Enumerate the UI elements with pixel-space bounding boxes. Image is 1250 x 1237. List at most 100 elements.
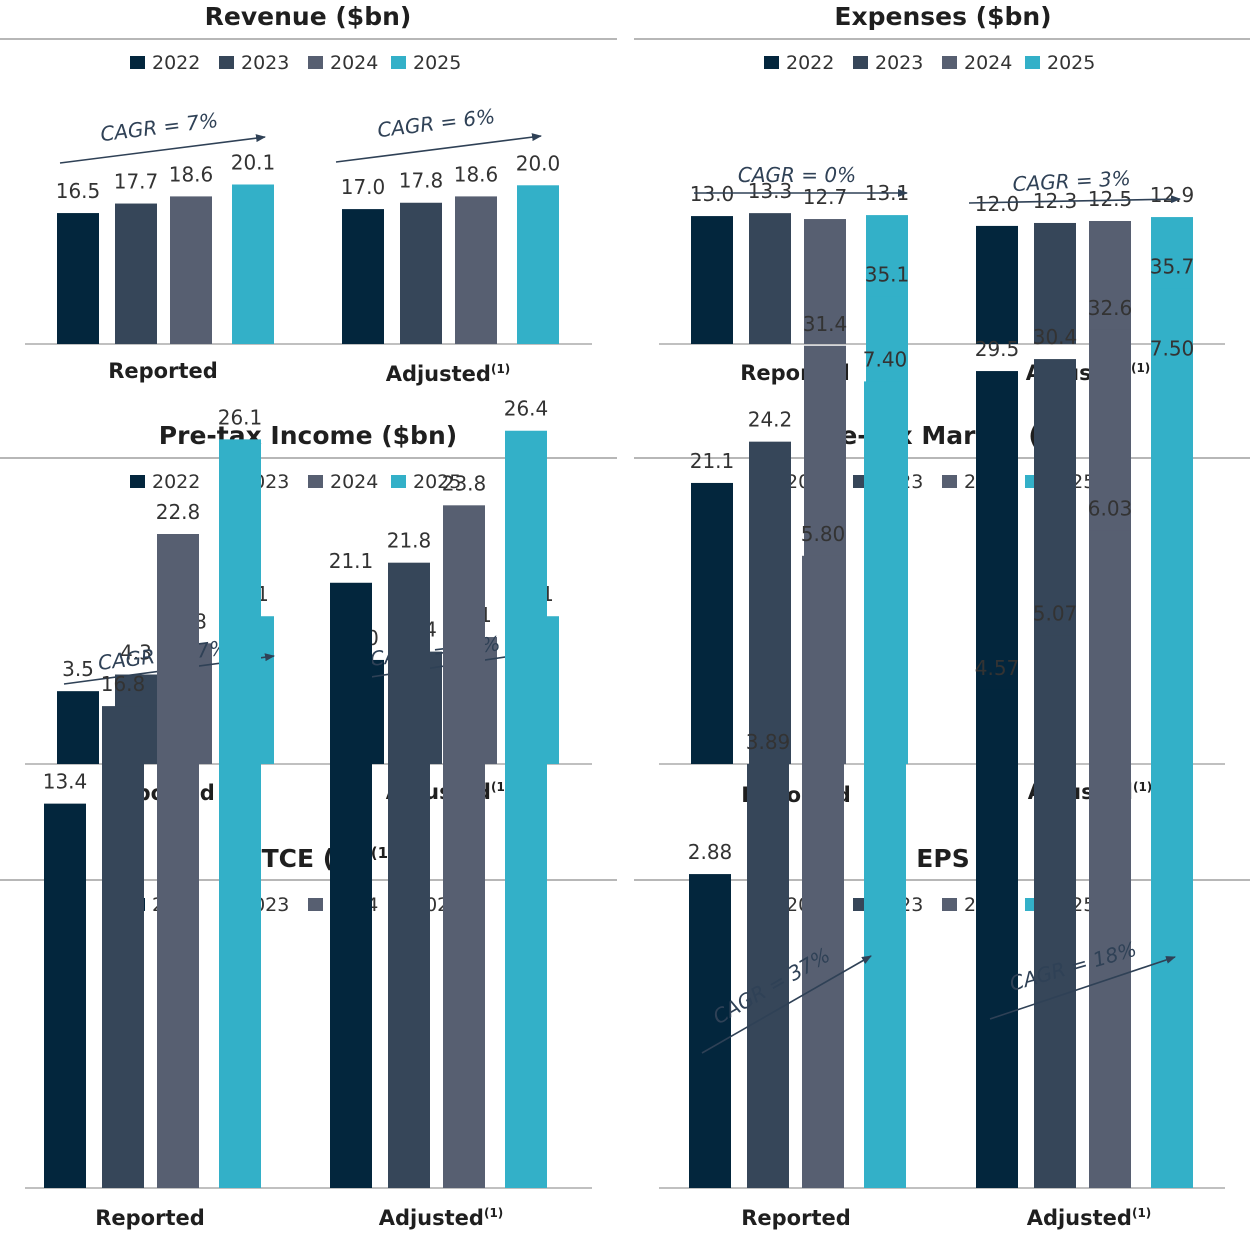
group-label-superscript: (1)	[1132, 1206, 1151, 1220]
value-label-reported-2022: 21.1	[690, 449, 735, 473]
legend-label-2024: 2024	[964, 52, 1012, 74]
bar-adjusted-2023	[400, 202, 442, 344]
legend-swatch-2023	[853, 56, 868, 69]
chart-title: Revenue ($bn)	[205, 2, 412, 31]
bar-reported-2023	[115, 203, 157, 344]
bar-reported-2024	[804, 219, 846, 344]
value-label-reported-2022: 13.4	[43, 770, 88, 794]
value-label-adjusted-2022: 12.0	[975, 192, 1020, 216]
value-label-reported-2023: 13.3	[748, 179, 793, 203]
legend-label-2022: 2022	[786, 52, 834, 74]
bar-reported-2023	[749, 213, 791, 344]
bar-reported-2025	[219, 439, 261, 1188]
bar-adjusted-2024	[1089, 221, 1131, 344]
value-label-adjusted-2022: 17.0	[341, 175, 386, 199]
value-label-reported-2023: 17.7	[114, 170, 159, 194]
group-label-reported: Reported	[95, 1206, 205, 1230]
value-label-adjusted-2022: 4.57	[975, 656, 1020, 680]
value-label-adjusted-2023: 17.8	[399, 169, 444, 193]
group-label-superscript: (1)	[484, 1206, 503, 1220]
value-label-reported-2025: 35.1	[865, 262, 910, 286]
bar-adjusted-2025	[517, 185, 559, 344]
value-label-adjusted-2023: 5.07	[1033, 601, 1078, 625]
legend-swatch-2025	[391, 56, 406, 69]
bar-adjusted-2025	[505, 430, 547, 1189]
group-label-reported: Reported	[741, 1206, 851, 1230]
bar-adjusted-2022	[976, 689, 1018, 1188]
legend-swatch-2024	[308, 898, 323, 911]
value-label-reported-2024: 22.8	[156, 500, 201, 524]
legend-label-2024: 2024	[330, 471, 378, 493]
legend-label-2023: 2023	[875, 52, 923, 74]
value-label-adjusted-2024: 12.5	[1088, 187, 1133, 211]
value-label-adjusted-2025: 26.4	[504, 397, 549, 421]
legend-swatch-2025	[1025, 56, 1040, 69]
legend-label-2025: 2025	[413, 471, 461, 493]
cagr-arrow-reported	[701, 955, 872, 1054]
group-label-adjusted: Adjusted(1)	[386, 362, 511, 386]
value-label-adjusted-2023: 21.8	[387, 529, 432, 553]
bar-reported-2022	[689, 874, 731, 1188]
value-label-reported-2023: 3.89	[746, 730, 791, 754]
bar-reported-2022	[44, 803, 86, 1188]
bar-adjusted-2024	[455, 196, 497, 344]
value-label-adjusted-2022: 21.1	[329, 549, 374, 573]
chart-panel-5: ROTCE (%)(1)202220232024202513.416.822.8…	[0, 397, 617, 1230]
legend-label-2022: 2022	[152, 52, 200, 74]
value-label-reported-2024: 18.6	[169, 162, 214, 186]
cagr-arrow-reported	[59, 134, 266, 164]
value-label-reported-2024: 12.7	[803, 185, 848, 209]
cagr-label-reported: CAGR = 7%	[99, 108, 219, 146]
chart-title: Expenses ($bn)	[834, 2, 1051, 31]
value-label-reported-2022: 16.5	[56, 179, 101, 203]
bar-adjusted-2022	[330, 582, 372, 1188]
value-label-adjusted-2025: 7.50	[1150, 337, 1195, 361]
value-label-reported-2025: 7.40	[863, 347, 908, 371]
bar-reported-2023	[749, 441, 791, 764]
bar-reported-2024	[157, 534, 199, 1188]
group-label-adjusted: Adjusted(1)	[1027, 1206, 1152, 1230]
group-label-superscript: (1)	[1131, 361, 1150, 375]
value-label-reported-2024: 5.80	[801, 522, 846, 546]
bar-adjusted-2024	[1089, 530, 1131, 1188]
legend-label-2025: 2025	[1047, 52, 1095, 74]
legend-swatch-2024	[308, 475, 323, 488]
chart-panel-6: EPS20222023202420252.883.895.807.40Repor…	[634, 337, 1250, 1230]
value-label-adjusted-2025: 20.0	[516, 151, 561, 175]
group-label-reported: Reported	[108, 359, 218, 383]
legend-swatch-2024	[942, 898, 957, 911]
legend-label-2025: 2025	[413, 52, 461, 74]
legend-swatch-2024	[942, 56, 957, 69]
bar-reported-2023	[747, 763, 789, 1188]
bar-reported-2025	[864, 381, 906, 1188]
value-label-adjusted-2024: 18.6	[454, 162, 499, 186]
value-label-adjusted-2024: 32.6	[1088, 296, 1133, 320]
cagr-arrow-adjusted	[989, 956, 1176, 1020]
bar-reported-2025	[232, 184, 274, 344]
chart-panel-2: Expenses ($bn)2022 2023 2024 2025 13.0 13.3 12…	[634, 2, 1250, 385]
bar-adjusted-2022	[342, 209, 384, 344]
bar-reported-2024	[170, 196, 212, 344]
bar-reported-2022	[691, 482, 733, 764]
value-label-adjusted-2025: 12.9	[1150, 183, 1195, 207]
value-label-reported-2025: 20.1	[231, 150, 276, 174]
chart-panel-1: Revenue ($bn)2022 2023 2024 2025 16.5 17.7 18.…	[0, 2, 617, 386]
cagr-arrow-adjusted	[335, 133, 542, 163]
legend-label-2022: 2022	[152, 471, 200, 493]
cagr-label-adjusted: CAGR = 6%	[376, 104, 496, 142]
bar-adjusted-2024	[443, 505, 485, 1188]
bar-reported-2022	[57, 213, 99, 344]
value-label-adjusted-2025: 35.7	[1150, 254, 1195, 278]
legend-swatch-2023	[219, 56, 234, 69]
bar-adjusted-2023	[1034, 222, 1076, 344]
bar-reported-2023	[102, 706, 144, 1188]
value-label-reported-2024: 31.4	[803, 312, 848, 336]
legend-swatch-2022	[764, 56, 779, 69]
group-label-superscript: (1)	[1133, 780, 1152, 794]
legend-swatch-2022	[130, 475, 145, 488]
group-label-superscript: (1)	[491, 362, 510, 376]
value-label-adjusted-2024: 23.8	[442, 471, 487, 495]
value-label-reported-2025: 26.1	[218, 405, 263, 429]
legend-swatch-2022	[130, 56, 145, 69]
bar-adjusted-2023	[388, 562, 430, 1188]
